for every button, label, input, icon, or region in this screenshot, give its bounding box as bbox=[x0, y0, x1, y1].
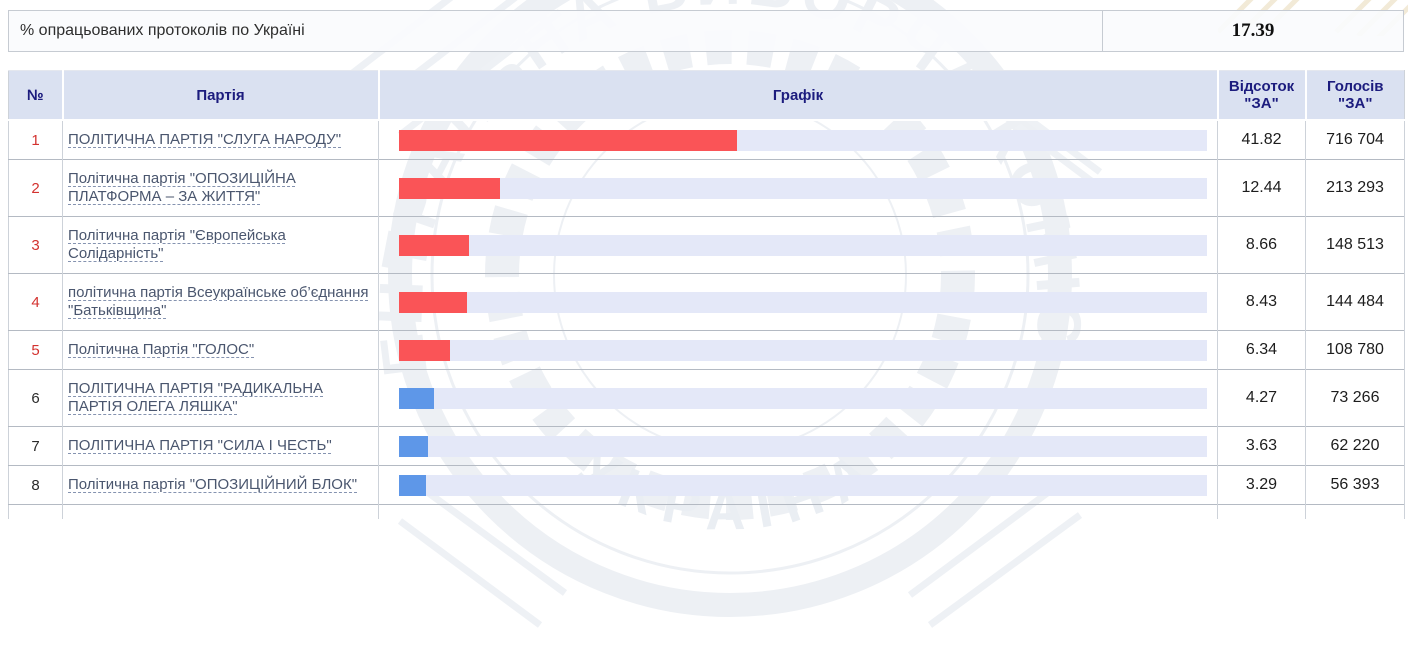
votes-value: 73 266 bbox=[1305, 369, 1405, 427]
bar-track bbox=[399, 339, 1207, 361]
party-cell: ПОЛІТИЧНА ПАРТІЯ "РАДИКАЛЬНА ПАРТІЯ ОЛЕГ… bbox=[62, 369, 379, 427]
table-row: 8 Політична партія "ОПОЗИЦІЙНИЙ БЛОК" 3.… bbox=[8, 465, 1405, 505]
graph-cell bbox=[378, 159, 1218, 217]
percent-value: 8.66 bbox=[1217, 216, 1306, 274]
party-link[interactable]: ПОЛІТИЧНА ПАРТІЯ "СИЛА І ЧЕСТЬ" bbox=[68, 437, 332, 454]
result-bar bbox=[399, 177, 500, 199]
graph-cell bbox=[378, 119, 1218, 160]
party-cell: ПОЛІТИЧНА ПАРТІЯ "СЛУГА НАРОДУ" bbox=[62, 119, 379, 160]
party-link[interactable]: Політична партія "Європейська Солідарніс… bbox=[68, 227, 286, 262]
party-link[interactable]: Політична партія "ОПОЗИЦІЙНА ПЛАТФОРМА –… bbox=[68, 170, 296, 205]
col-header-party: Партія bbox=[62, 70, 380, 121]
col-header-votes-line2: "ЗА" bbox=[1338, 95, 1373, 112]
votes-value: 144 484 bbox=[1305, 273, 1405, 331]
graph-cell bbox=[378, 369, 1218, 427]
protocols-summary-label: % опрацьованих протоколів по Україні bbox=[20, 22, 305, 39]
party-cell: Політична партія "ОПОЗИЦІЙНИЙ БЛОК" bbox=[62, 465, 379, 505]
votes-value: 148 513 bbox=[1305, 216, 1405, 274]
protocols-summary-value: 17.39 bbox=[1102, 11, 1403, 51]
graph-cell bbox=[378, 273, 1218, 331]
next-row-partial bbox=[8, 504, 1405, 519]
table-row: 5 Політична Партія "ГОЛОС" 6.34 108 780 bbox=[8, 330, 1405, 370]
votes-value: 716 704 bbox=[1305, 119, 1405, 160]
col-header-number: № bbox=[8, 70, 64, 121]
table-row: 3 Політична партія "Європейська Солідарн… bbox=[8, 216, 1405, 274]
party-link[interactable]: політична партія Всеукраїнське об’єднанн… bbox=[68, 284, 369, 319]
row-number: 8 bbox=[8, 465, 63, 505]
row-number: 2 bbox=[8, 159, 63, 217]
result-bar bbox=[399, 387, 434, 409]
row-number: 3 bbox=[8, 216, 63, 274]
party-link[interactable]: ПОЛІТИЧНА ПАРТІЯ "РАДИКАЛЬНА ПАРТІЯ ОЛЕГ… bbox=[68, 380, 324, 415]
votes-value: 62 220 bbox=[1305, 426, 1405, 466]
bar-track bbox=[399, 291, 1207, 313]
percent-value: 6.34 bbox=[1217, 330, 1306, 370]
party-cell: Політична партія "ОПОЗИЦІЙНА ПЛАТФОРМА –… bbox=[62, 159, 379, 217]
party-cell: політична партія Всеукраїнське об’єднанн… bbox=[62, 273, 379, 331]
table-row: 4 політична партія Всеукраїнське об’єдна… bbox=[8, 273, 1405, 331]
percent-value: 12.44 bbox=[1217, 159, 1306, 217]
table-header-row: № Партія Графік Відсоток "ЗА" Голосів "З… bbox=[8, 70, 1405, 121]
results-table: № Партія Графік Відсоток "ЗА" Голосів "З… bbox=[8, 70, 1405, 519]
table-row: 1 ПОЛІТИЧНА ПАРТІЯ "СЛУГА НАРОДУ" 41.82 … bbox=[8, 119, 1405, 160]
row-number: 7 bbox=[8, 426, 63, 466]
results-table-body: 1 ПОЛІТИЧНА ПАРТІЯ "СЛУГА НАРОДУ" 41.82 … bbox=[8, 119, 1405, 505]
result-bar bbox=[399, 339, 451, 361]
table-row: 6 ПОЛІТИЧНА ПАРТІЯ "РАДИКАЛЬНА ПАРТІЯ ОЛ… bbox=[8, 369, 1405, 427]
result-bar bbox=[399, 291, 468, 313]
bar-track bbox=[399, 435, 1207, 457]
percent-value: 3.29 bbox=[1217, 465, 1306, 505]
party-link[interactable]: ПОЛІТИЧНА ПАРТІЯ "СЛУГА НАРОДУ" bbox=[68, 131, 342, 148]
cvk-results-page: { "summary": { "label": "% опрацьованих … bbox=[8, 0, 1408, 628]
party-cell: Політична Партія "ГОЛОС" bbox=[62, 330, 379, 370]
row-number: 4 bbox=[8, 273, 63, 331]
col-header-graph: Графік bbox=[378, 70, 1219, 121]
table-row: 2 Політична партія "ОПОЗИЦІЙНА ПЛАТФОРМА… bbox=[8, 159, 1405, 217]
bar-track bbox=[399, 129, 1207, 151]
bar-track bbox=[399, 177, 1207, 199]
col-header-votes: Голосів "ЗА" bbox=[1305, 70, 1405, 121]
graph-cell bbox=[378, 216, 1218, 274]
percent-value: 3.63 bbox=[1217, 426, 1306, 466]
result-bar bbox=[399, 474, 426, 496]
party-link[interactable]: Політична Партія "ГОЛОС" bbox=[68, 341, 255, 358]
row-number: 6 bbox=[8, 369, 63, 427]
party-cell: ПОЛІТИЧНА ПАРТІЯ "СИЛА І ЧЕСТЬ" bbox=[62, 426, 379, 466]
col-header-percent: Відсоток "ЗА" bbox=[1217, 70, 1307, 121]
result-bar bbox=[399, 129, 737, 151]
party-cell: Політична партія "Європейська Солідарніс… bbox=[62, 216, 379, 274]
percent-value: 8.43 bbox=[1217, 273, 1306, 331]
col-header-votes-line1: Голосів bbox=[1326, 78, 1384, 95]
table-row: 7 ПОЛІТИЧНА ПАРТІЯ "СИЛА І ЧЕСТЬ" 3.63 6… bbox=[8, 426, 1405, 466]
col-header-percent-line1: Відсоток bbox=[1228, 78, 1295, 95]
row-number: 5 bbox=[8, 330, 63, 370]
votes-value: 56 393 bbox=[1305, 465, 1405, 505]
col-header-percent-line2: "ЗА" bbox=[1244, 95, 1279, 112]
graph-cell bbox=[378, 426, 1218, 466]
result-bar bbox=[399, 234, 469, 256]
party-link[interactable]: Політична партія "ОПОЗИЦІЙНИЙ БЛОК" bbox=[68, 476, 358, 493]
protocols-summary-bar: % опрацьованих протоколів по Україні 17.… bbox=[8, 10, 1404, 52]
votes-value: 213 293 bbox=[1305, 159, 1405, 217]
bar-track bbox=[399, 387, 1207, 409]
percent-value: 4.27 bbox=[1217, 369, 1306, 427]
row-number: 1 bbox=[8, 119, 63, 160]
graph-cell bbox=[378, 465, 1218, 505]
votes-value: 108 780 bbox=[1305, 330, 1405, 370]
graph-cell bbox=[378, 330, 1218, 370]
percent-value: 41.82 bbox=[1217, 119, 1306, 160]
bar-track bbox=[399, 474, 1207, 496]
result-bar bbox=[399, 435, 429, 457]
bar-track bbox=[399, 234, 1207, 256]
